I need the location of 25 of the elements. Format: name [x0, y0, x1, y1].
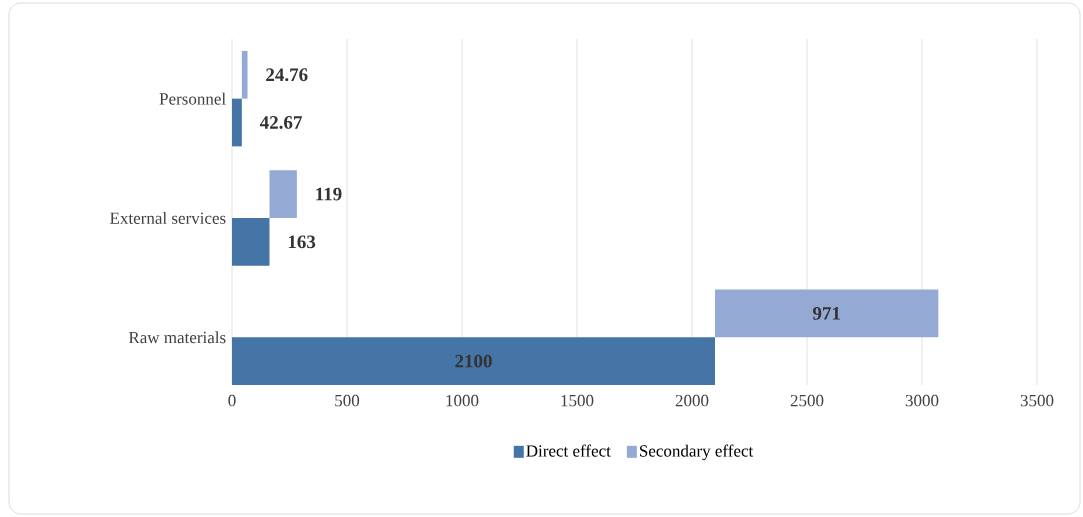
y-tick-label: External services	[110, 211, 226, 224]
x-tick-label: 1500	[561, 394, 594, 407]
bar	[232, 337, 716, 385]
bar	[232, 217, 270, 266]
bar	[232, 98, 242, 147]
data-label: 119	[316, 187, 342, 201]
y-tick-label: Personnel	[159, 92, 226, 105]
x-tick-label: 0	[228, 394, 236, 407]
x-tick-label: 3000	[905, 394, 939, 407]
x-tick-label: 500	[335, 394, 360, 407]
data-label: 24.76	[266, 68, 308, 82]
data-label: 42.67	[259, 116, 302, 129]
legend-label: Direct effect	[526, 444, 611, 457]
data-label: 971	[812, 307, 840, 320]
x-tick-label: 1000	[446, 394, 479, 407]
bar	[241, 50, 248, 99]
x-tick-label: 3500	[1020, 394, 1054, 407]
x-tick-label: 2000	[675, 394, 709, 407]
bar	[269, 170, 297, 218]
data-label: 2100	[455, 354, 492, 368]
bar	[715, 289, 939, 338]
y-tick-label: Raw materials	[128, 331, 226, 344]
legend-label: Secondary effect	[640, 444, 754, 461]
data-label: 163	[288, 235, 316, 249]
x-tick-label: 2500	[790, 394, 824, 407]
